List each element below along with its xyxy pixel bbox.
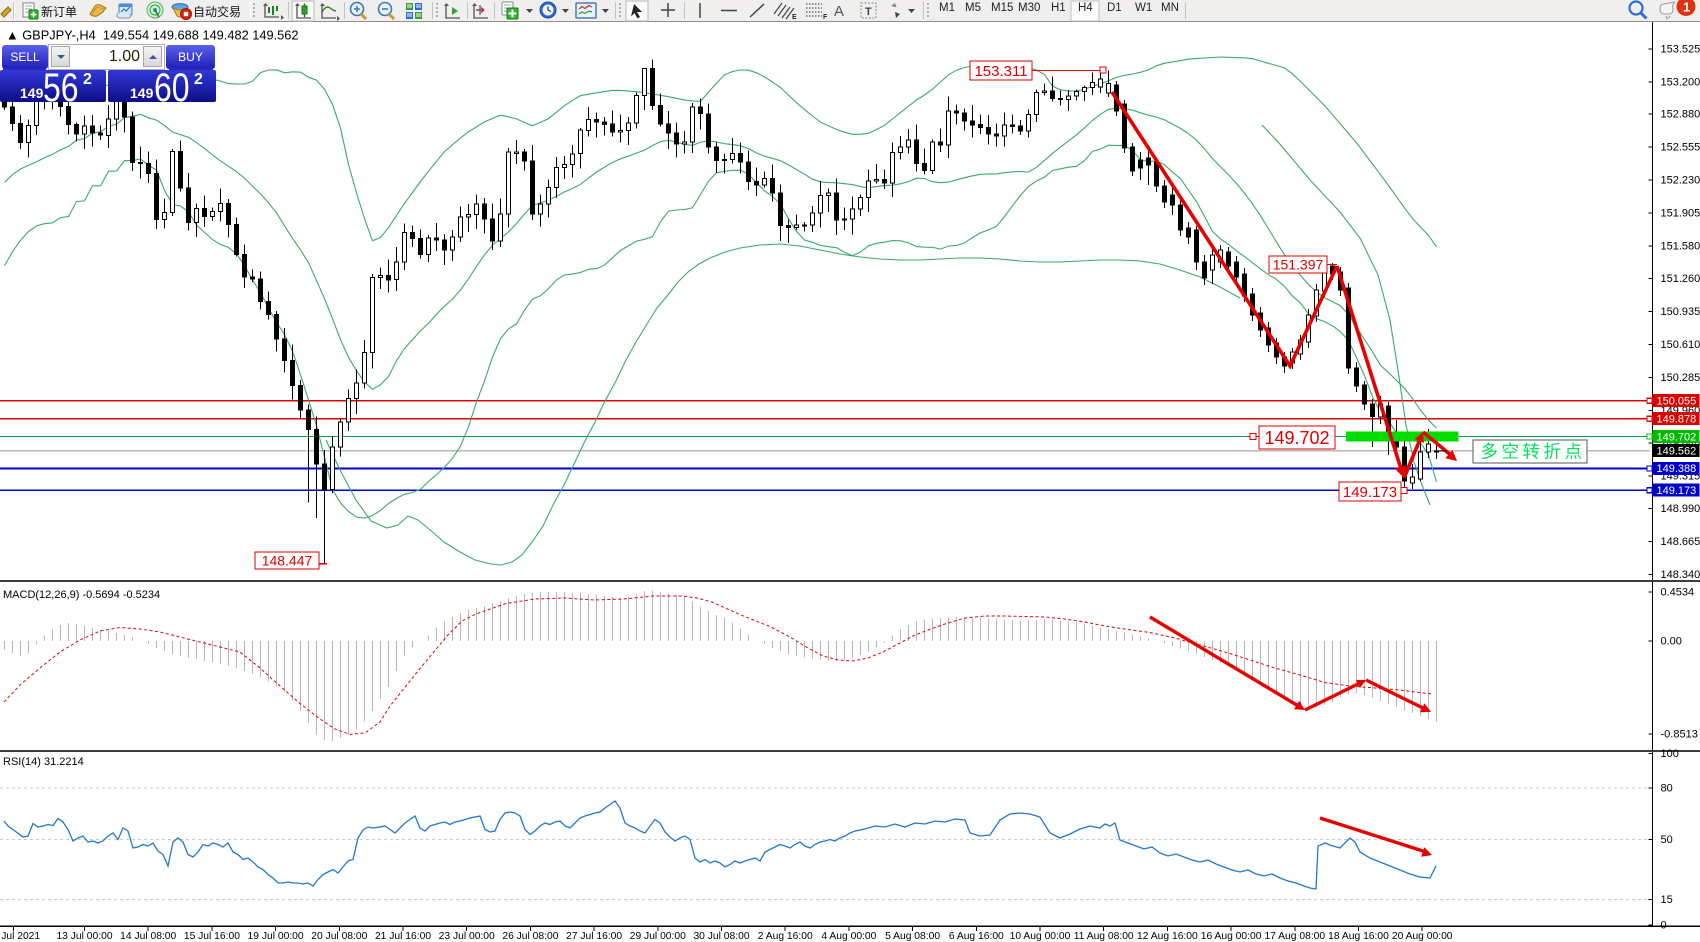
svg-text:26 Jul 08:00: 26 Jul 08:00 <box>502 931 558 942</box>
svg-text:100: 100 <box>1661 748 1679 760</box>
svg-text:150.285: 150.285 <box>1661 372 1700 384</box>
svg-text:148.340: 148.340 <box>1661 569 1700 581</box>
svg-text:20 Aug 00:00: 20 Aug 00:00 <box>1392 931 1453 942</box>
svg-text:15 Jul 16:00: 15 Jul 16:00 <box>184 931 240 942</box>
svg-text:10 Aug 00:00: 10 Aug 00:00 <box>1010 931 1071 942</box>
svg-text:MACD(12,26,9) -0.5694 -0.5234: MACD(12,26,9) -0.5694 -0.5234 <box>3 589 160 601</box>
svg-text:21 Jul 16:00: 21 Jul 16:00 <box>375 931 431 942</box>
svg-text:153.525: 153.525 <box>1661 43 1700 55</box>
svg-text:150.055: 150.055 <box>1657 396 1697 408</box>
svg-text:19 Jul 00:00: 19 Jul 00:00 <box>248 931 304 942</box>
svg-text:12 Aug 16:00: 12 Aug 16:00 <box>1137 931 1198 942</box>
svg-text:12 Jul 2021: 12 Jul 2021 <box>0 931 40 942</box>
svg-text:153.311: 153.311 <box>974 63 1027 80</box>
svg-text:A: A <box>834 3 844 20</box>
svg-text:150.935: 150.935 <box>1661 306 1700 318</box>
svg-text:15: 15 <box>1661 894 1673 906</box>
svg-text:2 Aug 16:00: 2 Aug 16:00 <box>758 931 813 942</box>
svg-text:17 Aug 08:00: 17 Aug 08:00 <box>1264 931 1325 942</box>
svg-text:T: T <box>865 6 872 18</box>
svg-text:27 Jul 16:00: 27 Jul 16:00 <box>566 931 622 942</box>
svg-text:14 Jul 08:00: 14 Jul 08:00 <box>120 931 176 942</box>
svg-text:152.880: 152.880 <box>1661 109 1700 121</box>
svg-text:149.173: 149.173 <box>1343 484 1397 501</box>
svg-text:149.702: 149.702 <box>1657 431 1697 443</box>
svg-text:16 Aug 00:00: 16 Aug 00:00 <box>1201 931 1262 942</box>
svg-text:30 Jul 08:00: 30 Jul 08:00 <box>693 931 749 942</box>
svg-text:151.905: 151.905 <box>1661 208 1700 220</box>
svg-text:6 Aug 16:00: 6 Aug 16:00 <box>949 931 1004 942</box>
svg-text:5 Aug 08:00: 5 Aug 08:00 <box>885 931 940 942</box>
svg-text:E: E <box>792 14 797 21</box>
svg-text:149.702: 149.702 <box>1264 428 1329 448</box>
svg-text:11 Aug 08:00: 11 Aug 08:00 <box>1074 931 1134 942</box>
svg-text:148.447: 148.447 <box>262 553 313 569</box>
svg-text:151.397: 151.397 <box>1273 257 1324 273</box>
svg-text:151.260: 151.260 <box>1661 273 1700 285</box>
svg-text:153.200: 153.200 <box>1661 76 1700 88</box>
svg-text:148.990: 148.990 <box>1661 503 1700 515</box>
svg-text:149.562: 149.562 <box>1657 446 1697 458</box>
svg-text:18 Aug 16:00: 18 Aug 16:00 <box>1328 931 1389 942</box>
svg-text:20 Jul 08:00: 20 Jul 08:00 <box>311 931 367 942</box>
svg-text:152.230: 152.230 <box>1661 175 1700 187</box>
svg-text:1: 1 <box>1683 0 1690 15</box>
svg-text:F: F <box>823 14 828 21</box>
svg-text:13 Jul 00:00: 13 Jul 00:00 <box>56 931 112 942</box>
svg-text:0: 0 <box>1661 920 1667 932</box>
svg-text:152.555: 152.555 <box>1661 142 1700 154</box>
svg-text:50: 50 <box>1661 834 1673 846</box>
svg-text:-0.8513: -0.8513 <box>1661 729 1698 741</box>
svg-text:0.4534: 0.4534 <box>1661 587 1695 599</box>
svg-text:4 Aug 00:00: 4 Aug 00:00 <box>821 931 876 942</box>
svg-text:0.00: 0.00 <box>1661 636 1682 648</box>
svg-text:29 Jul 00:00: 29 Jul 00:00 <box>630 931 686 942</box>
svg-text:150.610: 150.610 <box>1661 339 1700 351</box>
svg-text:149.388: 149.388 <box>1657 463 1697 475</box>
svg-text:80: 80 <box>1661 783 1673 795</box>
svg-text:148.665: 148.665 <box>1661 536 1700 548</box>
svg-text:151.580: 151.580 <box>1661 241 1700 253</box>
svg-text:23 Jul 00:00: 23 Jul 00:00 <box>439 931 495 942</box>
svg-text:▲ GBPJPY-,H4 149.554 149.688: ▲ GBPJPY-,H4 149.554 149.688 149.482 149… <box>6 28 299 43</box>
svg-text:RSI(14) 31.2214: RSI(14) 31.2214 <box>3 756 84 768</box>
svg-text:多空转折点: 多空转折点 <box>1481 442 1586 462</box>
svg-text:149.878: 149.878 <box>1657 414 1697 426</box>
svg-text:149.173: 149.173 <box>1657 485 1697 497</box>
